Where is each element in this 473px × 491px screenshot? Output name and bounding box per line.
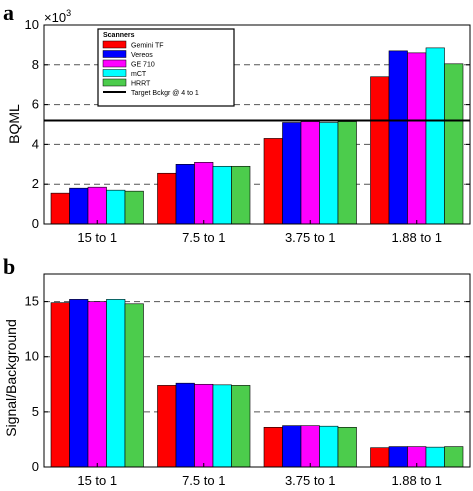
- legend-swatch: [102, 50, 127, 58]
- bar-gemini-tf: [370, 447, 390, 468]
- bar-vereos: [69, 299, 89, 468]
- panel-a-legend: Scanners Gemini TF Vereos GE 710 mCT HRRT Tar…: [97, 28, 235, 107]
- panel-b: b Signal/Background 0 5 10 15 15 to 1 7.5 to…: [3, 254, 471, 488]
- legend-label: Gemini TF: [131, 43, 164, 50]
- bar-hrrt: [337, 121, 357, 225]
- legend-label: mCT: [131, 71, 147, 78]
- bar-hrrt: [231, 165, 251, 225]
- bar-gemini-tf: [157, 385, 177, 468]
- panel-b-x-ticks: 15 to 1 7.5 to 1 3.75 to 1 1.88 to 1: [77, 463, 442, 488]
- bar-hrrt: [337, 426, 357, 468]
- bar-mct: [319, 122, 339, 225]
- bar-ge-710: [407, 52, 427, 225]
- bar-hrrt: [444, 63, 464, 225]
- bar-hrrt: [231, 385, 251, 468]
- bar-vereos: [175, 382, 195, 468]
- bar-mct: [425, 47, 445, 225]
- y-tick-label: 10: [25, 17, 39, 32]
- panel-b-y-axis-title: Signal/Background: [3, 319, 19, 437]
- panel-a: a BQML ×103 0 2 4 6 8 10 15 to 1 7.5 to 1 3.75 …: [3, 0, 471, 245]
- y-tick-label: 15: [25, 294, 39, 309]
- bar-gemini-tf: [370, 76, 390, 225]
- panel-b-bars: [50, 299, 464, 468]
- bar-vereos: [282, 425, 302, 468]
- bar-vereos: [388, 446, 408, 468]
- bar-mct: [212, 384, 232, 468]
- legend-swatch: [102, 69, 127, 77]
- bar-vereos: [388, 50, 408, 225]
- panel-b-letter: b: [3, 254, 15, 279]
- bar-mct: [425, 446, 445, 468]
- bar-ge-710: [300, 425, 320, 468]
- bar-gemini-tf: [263, 426, 283, 468]
- x-tick-label: 7.5 to 1: [182, 230, 225, 245]
- bar-gemini-tf: [50, 302, 70, 468]
- bar-vereos: [69, 187, 89, 225]
- legend-title: Scanners: [103, 32, 135, 39]
- panel-a-x-ticks: 15 to 1 7.5 to 1 3.75 to 1 1.88 to 1: [77, 220, 442, 245]
- bar-mct: [212, 165, 232, 225]
- panel-b-y-ticks: 0 5 10 15: [25, 294, 470, 474]
- bar-ge-710: [87, 301, 107, 468]
- bar-gemini-tf: [157, 172, 177, 225]
- legend-swatch: [102, 59, 127, 68]
- bar-ge-710: [194, 162, 214, 225]
- legend-label: HRRT: [131, 81, 151, 88]
- y-tick-label: 0: [32, 459, 39, 474]
- bar-gemini-tf: [263, 138, 283, 225]
- bar-ge-710: [194, 383, 214, 468]
- legend-label: Target Bckgr @ 4 to 1: [131, 90, 199, 97]
- x-tick-label: 15 to 1: [77, 473, 117, 488]
- panel-a-bars: [50, 47, 464, 225]
- y-tick-label: 10: [25, 349, 39, 364]
- x-tick-label: 15 to 1: [77, 230, 117, 245]
- legend-swatch: [102, 78, 127, 87]
- bar-ge-710: [300, 121, 320, 225]
- x-tick-label: 3.75 to 1: [285, 473, 336, 488]
- legend-label: Vereos: [131, 52, 153, 59]
- panel-a-y-ticks: 0 2 4 6 8 10: [25, 17, 470, 231]
- panel-a-exponent-label: ×103: [44, 8, 71, 25]
- panel-a-letter: a: [3, 0, 14, 25]
- y-tick-label: 5: [32, 404, 39, 419]
- bar-gemini-tf: [50, 192, 70, 225]
- bar-hrrt: [124, 303, 144, 468]
- panel-b-plot-frame: [43, 273, 471, 468]
- y-tick-label: 4: [32, 136, 39, 151]
- y-tick-label: 0: [32, 216, 39, 231]
- x-tick-label: 1.88 to 1: [391, 230, 442, 245]
- x-tick-label: 1.88 to 1: [391, 473, 442, 488]
- bar-mct: [319, 425, 339, 468]
- y-tick-label: 2: [32, 176, 39, 191]
- y-tick-label: 6: [32, 97, 39, 112]
- x-tick-label: 7.5 to 1: [182, 473, 225, 488]
- bar-ge-710: [87, 186, 107, 225]
- bar-hrrt: [124, 190, 144, 225]
- y-tick-label: 8: [32, 57, 39, 72]
- x-tick-label: 3.75 to 1: [285, 230, 336, 245]
- bar-vereos: [282, 122, 302, 225]
- panel-a-y-axis-title: BQML: [6, 104, 22, 144]
- bar-vereos: [175, 164, 195, 225]
- bar-mct: [106, 299, 126, 468]
- panel-a-plot-frame: [43, 24, 471, 225]
- bar-hrrt: [444, 446, 464, 468]
- legend-label: GE 710: [131, 62, 155, 69]
- legend-swatch: [102, 40, 127, 49]
- bar-mct: [106, 189, 126, 225]
